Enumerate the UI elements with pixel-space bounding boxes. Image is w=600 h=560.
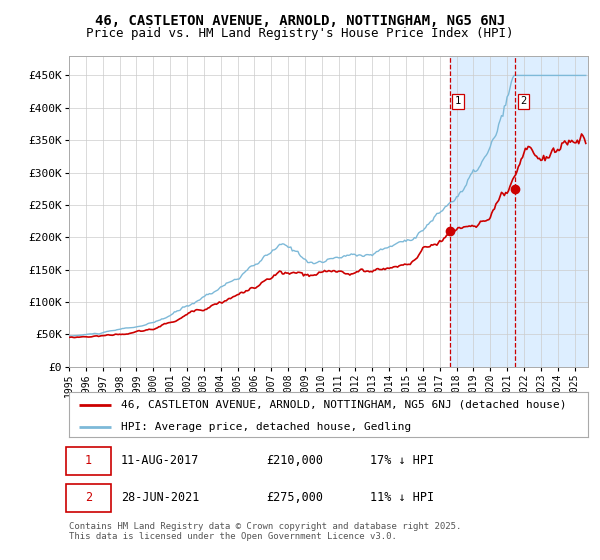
FancyBboxPatch shape [67, 447, 110, 475]
Bar [450, 56, 588, 367]
Text: Price paid vs. HM Land Registry's House Price Index (HPI): Price paid vs. HM Land Registry's House … [86, 27, 514, 40]
Text: 1: 1 [85, 454, 92, 468]
Text: Contains HM Land Registry data © Crown copyright and database right 2025.
This d: Contains HM Land Registry data © Crown c… [69, 522, 461, 542]
Text: 46, CASTLETON AVENUE, ARNOLD, NOTTINGHAM, NG5 6NJ (detached house): 46, CASTLETON AVENUE, ARNOLD, NOTTINGHAM… [121, 399, 566, 409]
FancyBboxPatch shape [67, 484, 110, 512]
Text: HPI: Average price, detached house, Gedling: HPI: Average price, detached house, Gedl… [121, 422, 411, 432]
Text: 17% ↓ HPI: 17% ↓ HPI [370, 454, 434, 468]
Text: 1: 1 [455, 96, 461, 106]
Text: 2: 2 [85, 491, 92, 505]
Text: £210,000: £210,000 [266, 454, 323, 468]
Text: £275,000: £275,000 [266, 491, 323, 505]
Text: 28-JUN-2021: 28-JUN-2021 [121, 491, 199, 505]
Text: 11% ↓ HPI: 11% ↓ HPI [370, 491, 434, 505]
Text: 46, CASTLETON AVENUE, ARNOLD, NOTTINGHAM, NG5 6NJ: 46, CASTLETON AVENUE, ARNOLD, NOTTINGHAM… [95, 14, 505, 28]
Text: 11-AUG-2017: 11-AUG-2017 [121, 454, 199, 468]
Text: 2: 2 [520, 96, 527, 106]
